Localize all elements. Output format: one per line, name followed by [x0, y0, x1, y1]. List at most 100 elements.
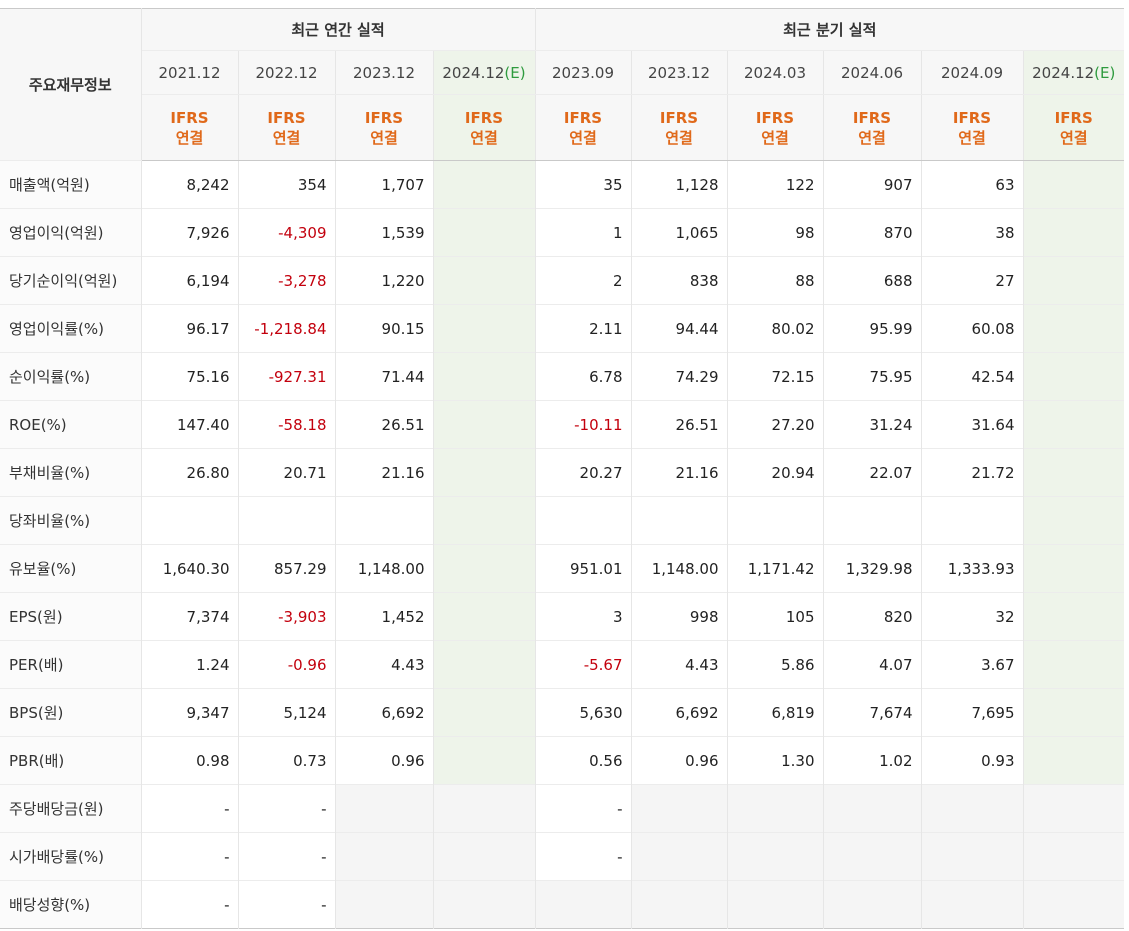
value-cell: 21.72	[920, 448, 1024, 497]
value-cell: 27.20	[726, 400, 824, 449]
value-cell: 71.44	[334, 352, 434, 401]
value-cell: 7,374	[140, 592, 239, 641]
value-cell	[432, 640, 536, 689]
value-cell: 354	[237, 160, 336, 209]
value-cell: -58.18	[237, 400, 336, 449]
value-cell: 6,692	[334, 688, 434, 737]
row-label: BPS(원)	[0, 688, 142, 737]
table-row: 주당배당금(원) - - -	[0, 784, 1124, 833]
value-cell: -	[237, 784, 336, 833]
table-row: 유보율(%) 1,640.30 857.29 1,148.00 951.01 1,148.…	[0, 544, 1124, 593]
consolidated-text: 연결	[858, 128, 886, 147]
value-cell	[432, 256, 536, 305]
value-cell	[1022, 304, 1124, 353]
ifrs-text: IFRS	[170, 108, 209, 127]
value-cell	[432, 736, 536, 785]
value-cell: 5,630	[534, 688, 632, 737]
value-cell: 7,695	[920, 688, 1024, 737]
table-row: 시가배당률(%) - - -	[0, 832, 1124, 881]
table-row: 영업이익률(%) 96.17 -1,218.84 90.15 2.11 94.44 80.0…	[0, 304, 1124, 353]
value-cell	[432, 544, 536, 593]
ifrs-consolidated-label: IFRS 연결	[920, 94, 1024, 161]
consolidated-text: 연결	[370, 128, 398, 147]
value-cell	[1022, 496, 1124, 545]
value-cell: 951.01	[534, 544, 632, 593]
value-cell: 105	[726, 592, 824, 641]
ifrs-text: IFRS	[464, 108, 504, 127]
value-cell: 857.29	[237, 544, 336, 593]
value-cell: 1	[534, 208, 632, 257]
estimate-period-header: 2024.12(E)	[1022, 50, 1124, 95]
period-header: 2024.03	[726, 50, 824, 95]
value-cell	[1022, 352, 1124, 401]
value-cell: 688	[822, 256, 922, 305]
value-cell	[432, 208, 536, 257]
value-cell: 94.44	[630, 304, 728, 353]
value-cell: 8,242	[140, 160, 239, 209]
value-cell: 122	[726, 160, 824, 209]
label-column-header: 주요재무정보	[0, 8, 142, 161]
value-cell	[432, 448, 536, 497]
ifrs-consolidated-label: IFRS 연결	[140, 94, 239, 161]
value-cell	[1022, 784, 1124, 833]
value-cell: 98	[726, 208, 824, 257]
value-cell: 0.73	[237, 736, 336, 785]
value-cell: -	[140, 832, 239, 881]
value-cell: 75.16	[140, 352, 239, 401]
value-cell: 95.99	[822, 304, 922, 353]
value-cell	[432, 880, 536, 929]
value-cell	[432, 688, 536, 737]
value-cell: -	[140, 784, 239, 833]
table-header: 주요재무정보 최근 연간 실적 최근 분기 실적 2021.12 2022.12…	[0, 8, 1124, 161]
value-cell	[920, 784, 1024, 833]
value-cell: 96.17	[140, 304, 239, 353]
annual-section-header: 최근 연간 실적	[140, 8, 536, 51]
ifrs-consolidated-label: IFRS 연결	[822, 94, 922, 161]
consolidated-text: 연결	[175, 128, 204, 147]
value-cell: -0.96	[237, 640, 336, 689]
value-cell: -	[237, 832, 336, 881]
estimate-period-header: 2024.12(E)	[432, 50, 536, 95]
row-label: 영업이익률(%)	[0, 304, 142, 353]
value-cell	[1022, 880, 1124, 929]
value-cell: 31.64	[920, 400, 1024, 449]
value-cell: 6,692	[630, 688, 728, 737]
period-header: 2024.09	[920, 50, 1024, 95]
value-cell	[726, 880, 824, 929]
value-cell	[1022, 160, 1124, 209]
value-cell: -5.67	[534, 640, 632, 689]
value-cell: 1.30	[726, 736, 824, 785]
value-cell	[534, 496, 632, 545]
ifrs-text: IFRS	[267, 108, 306, 127]
row-label: PBR(배)	[0, 736, 142, 785]
period-text: 2024.12	[1032, 63, 1095, 82]
value-cell	[334, 880, 434, 929]
consolidated-text: 연결	[272, 128, 301, 147]
ifrs-consolidated-label: IFRS 연결	[334, 94, 434, 161]
table-body: 매출액(억원) 8,242 354 1,707 35 1,128 122 907 63 영업이익(…	[0, 160, 1124, 929]
ifrs-consolidated-label: IFRS 연결	[630, 94, 728, 161]
value-cell: 5,124	[237, 688, 336, 737]
value-cell: 1,333.93	[920, 544, 1024, 593]
value-cell	[726, 496, 824, 545]
table-row: PER(배) 1.24 -0.96 4.43 -5.67 4.43 5.86 4.07 3.67	[0, 640, 1124, 689]
value-cell: 26.51	[630, 400, 728, 449]
value-cell: 1,148.00	[630, 544, 728, 593]
value-cell: 1.02	[822, 736, 922, 785]
table-row: 당좌비율(%)	[0, 496, 1124, 545]
value-cell: 21.16	[334, 448, 434, 497]
row-label: 당좌비율(%)	[0, 496, 142, 545]
value-cell: 6.78	[534, 352, 632, 401]
table-row: EPS(원) 7,374 -3,903 1,452 3 998 105 820 32	[0, 592, 1124, 641]
value-cell: 1,539	[334, 208, 434, 257]
table-row: 당기순이익(억원) 6,194 -3,278 1,220 2 838 88 688 27	[0, 256, 1124, 305]
ifrs-consolidated-label: IFRS 연결	[534, 94, 632, 161]
value-cell: 1,128	[630, 160, 728, 209]
value-cell	[920, 832, 1024, 881]
value-cell: 5.86	[726, 640, 824, 689]
row-label: 유보율(%)	[0, 544, 142, 593]
estimate-mark: (E)	[1094, 63, 1116, 82]
value-cell: -927.31	[237, 352, 336, 401]
value-cell: 88	[726, 256, 824, 305]
row-label: 매출액(억원)	[0, 160, 142, 209]
